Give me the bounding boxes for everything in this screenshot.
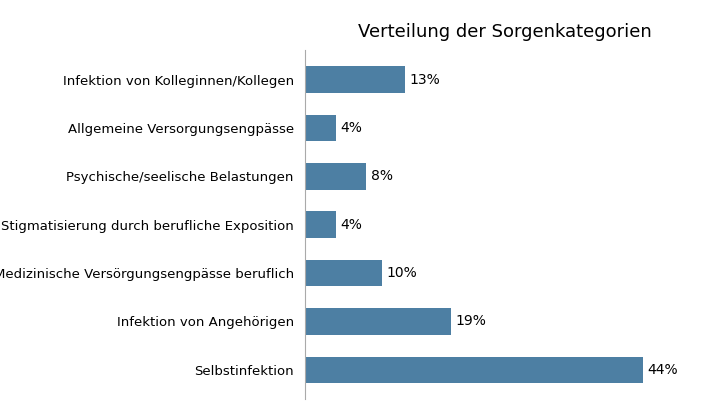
Bar — [305, 308, 451, 335]
Text: 10%: 10% — [386, 266, 417, 280]
Text: 44%: 44% — [648, 363, 678, 377]
Text: 19%: 19% — [455, 315, 486, 328]
Text: 13%: 13% — [409, 73, 440, 87]
Bar — [305, 115, 335, 141]
Title: Verteilung der Sorgenkategorien: Verteilung der Sorgenkategorien — [358, 23, 651, 40]
Text: 4%: 4% — [340, 121, 362, 135]
Bar — [305, 163, 367, 189]
Bar — [305, 357, 643, 383]
Bar — [305, 211, 335, 238]
Text: 4%: 4% — [340, 218, 362, 232]
Text: 8%: 8% — [371, 169, 393, 183]
Bar — [305, 260, 382, 286]
Bar — [305, 66, 405, 93]
